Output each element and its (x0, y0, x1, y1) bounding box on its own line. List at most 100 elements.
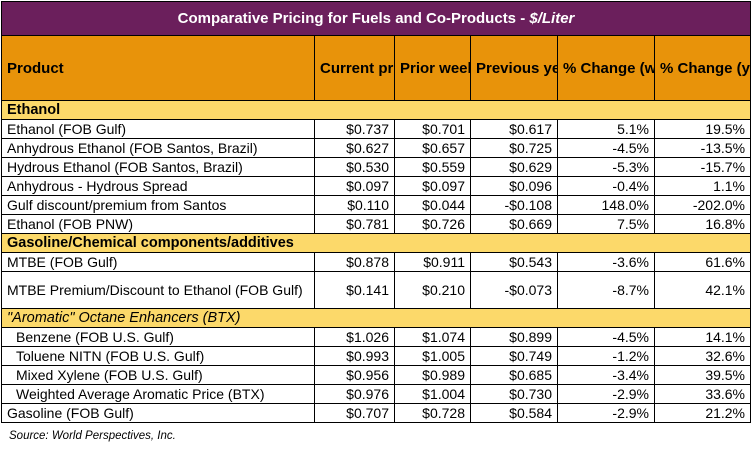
change-year-cell: 16.8% (653, 214, 751, 234)
section-row: "Aromatic" Octane Enhancers (BTX) (0, 308, 751, 328)
current-price-cell: $0.141 (314, 271, 395, 309)
table-row: Gulf discount/premium from Santos $0.110 $… (1, 195, 751, 215)
current-price-cell: $0.956 (314, 365, 395, 385)
pricing-table: Comparative Pricing for Fuels and Co-Pro… (0, 1, 751, 423)
product-cell: Ethanol (FOB Gulf) (1, 119, 315, 139)
change-week-cell: -3.6% (557, 252, 655, 272)
header-row: Product Current price Prior week average… (1, 35, 751, 101)
product-cell: Anhydrous Ethanol (FOB Santos, Brazil) (1, 138, 315, 158)
current-price-cell: $0.878 (314, 252, 395, 272)
section-label: "Aromatic" Octane Enhancers (BTX) (0, 308, 751, 328)
table-row: MTBE Premium/Discount to Ethanol (FOB Gu… (1, 271, 751, 309)
product-cell: MTBE Premium/Discount to Ethanol (FOB Gu… (1, 271, 315, 309)
prior-week-cell: $0.701 (394, 119, 471, 139)
change-year-cell: 21.2% (653, 403, 751, 423)
column-header-previous-year: Previous year (470, 35, 558, 101)
section-label: Ethanol (0, 100, 751, 120)
column-header-prior-week: Prior week average (394, 35, 471, 101)
previous-year-cell: $0.749 (470, 346, 558, 366)
table-row: Ethanol (FOB Gulf) $0.737 $0.701 $0.617 5.1%… (1, 119, 751, 139)
change-week-cell: 7.5% (557, 214, 655, 234)
change-year-cell: 19.5% (653, 119, 751, 139)
change-week-cell: -8.7% (557, 271, 655, 309)
change-week-cell: -0.4% (557, 176, 655, 196)
prior-week-cell: $0.044 (394, 195, 471, 215)
current-price-cell: $1.026 (314, 327, 395, 347)
section-label: Gasoline/Chemical components/additives (0, 233, 751, 253)
current-price-cell: $0.737 (314, 119, 395, 139)
table-row: Toluene NITN (FOB U.S. Gulf) $0.993 $1.005… (1, 346, 751, 366)
product-cell: Anhydrous - Hydrous Spread (1, 176, 315, 196)
change-week-cell: -2.9% (557, 384, 655, 404)
current-price-cell: $0.097 (314, 176, 395, 196)
previous-year-cell: -$0.108 (470, 195, 558, 215)
change-year-cell: 61.6% (653, 252, 751, 272)
prior-week-cell: $0.989 (394, 365, 471, 385)
change-year-cell: -13.5% (653, 138, 751, 158)
change-year-cell: -202.0% (653, 195, 751, 215)
column-header-product: Product (1, 35, 315, 101)
current-price-cell: $0.110 (314, 195, 395, 215)
prior-week-cell: $0.911 (394, 252, 471, 272)
table-row: Hydrous Ethanol (FOB Santos, Brazil) $0.5… (1, 157, 751, 177)
prior-week-cell: $1.074 (394, 327, 471, 347)
table-row: MTBE (FOB Gulf) $0.878 $0.911 $0.543 -3.6% 61… (1, 252, 751, 272)
change-year-cell: 33.6% (653, 384, 751, 404)
product-cell: Ethanol (FOB PNW) (1, 214, 315, 234)
section-row: Gasoline/Chemical components/additives (0, 233, 751, 253)
change-year-cell: 42.1% (653, 271, 751, 309)
change-week-cell: -4.5% (557, 138, 655, 158)
previous-year-cell: $0.617 (470, 119, 558, 139)
change-week-cell: 148.0% (557, 195, 655, 215)
source-note: Source: World Perspectives, Inc. (9, 430, 176, 442)
column-header-change-year: % Change (year over year) (653, 35, 751, 101)
previous-year-cell: $0.096 (470, 176, 558, 196)
current-price-cell: $0.993 (314, 346, 395, 366)
previous-year-cell: $0.543 (470, 252, 558, 272)
change-year-cell: 39.5% (653, 365, 751, 385)
product-cell: MTBE (FOB Gulf) (1, 252, 315, 272)
change-year-cell: 1.1% (653, 176, 751, 196)
product-cell: Mixed Xylene (FOB U.S. Gulf) (1, 365, 315, 385)
product-cell: Gulf discount/premium from Santos (1, 195, 315, 215)
previous-year-cell: $0.725 (470, 138, 558, 158)
prior-week-cell: $1.005 (394, 346, 471, 366)
section-row: Ethanol (0, 100, 751, 120)
previous-year-cell: $0.899 (470, 327, 558, 347)
table-title-unit: $/Liter (529, 10, 575, 27)
change-year-cell: 32.6% (653, 346, 751, 366)
change-year-cell: 14.1% (653, 327, 751, 347)
previous-year-cell: $0.685 (470, 365, 558, 385)
table-title-text: Comparative Pricing for Fuels and Co-Pro… (177, 10, 530, 27)
column-header-current-price: Current price (314, 35, 395, 101)
change-week-cell: -5.3% (557, 157, 655, 177)
product-cell: Hydrous Ethanol (FOB Santos, Brazil) (1, 157, 315, 177)
prior-week-cell: $1.004 (394, 384, 471, 404)
table-body: Ethanol Ethanol (FOB Gulf) $0.737 $0.701 $0.… (0, 100, 751, 423)
previous-year-cell: $0.584 (470, 403, 558, 423)
table-row: Anhydrous - Hydrous Spread $0.097 $0.097 $0… (1, 176, 751, 196)
change-week-cell: -3.4% (557, 365, 655, 385)
product-cell: Toluene NITN (FOB U.S. Gulf) (1, 346, 315, 366)
change-year-cell: -15.7% (653, 157, 751, 177)
title-row: Comparative Pricing for Fuels and Co-Pro… (0, 1, 751, 36)
table-title: Comparative Pricing for Fuels and Co-Pro… (0, 1, 751, 36)
table-row: Weighted Average Aromatic Price (BTX) $0.… (1, 384, 751, 404)
previous-year-cell: $0.669 (470, 214, 558, 234)
current-price-cell: $0.976 (314, 384, 395, 404)
product-cell: Weighted Average Aromatic Price (BTX) (1, 384, 315, 404)
prior-week-cell: $0.657 (394, 138, 471, 158)
change-week-cell: -4.5% (557, 327, 655, 347)
change-week-cell: 5.1% (557, 119, 655, 139)
table-row: Benzene (FOB U.S. Gulf) $1.026 $1.074 $0.89… (1, 327, 751, 347)
prior-week-cell: $0.210 (394, 271, 471, 309)
column-header-change-week: % Change (week over week) (557, 35, 655, 101)
prior-week-cell: $0.097 (394, 176, 471, 196)
previous-year-cell: $0.629 (470, 157, 558, 177)
prior-week-cell: $0.559 (394, 157, 471, 177)
previous-year-cell: -$0.073 (470, 271, 558, 309)
change-week-cell: -2.9% (557, 403, 655, 423)
prior-week-cell: $0.726 (394, 214, 471, 234)
product-cell: Gasoline (FOB Gulf) (1, 403, 315, 423)
product-cell: Benzene (FOB U.S. Gulf) (1, 327, 315, 347)
